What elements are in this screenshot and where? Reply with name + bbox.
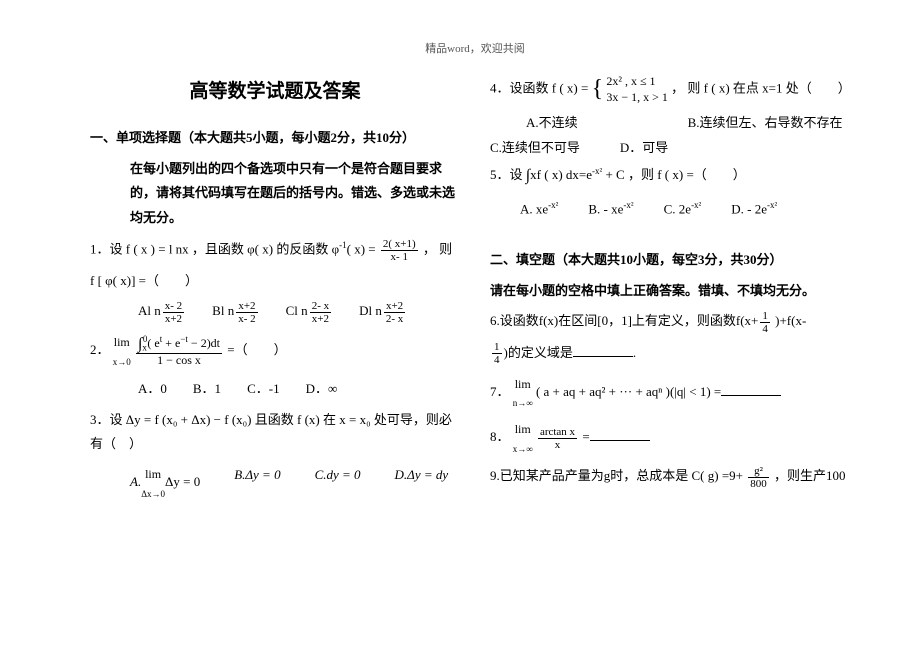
- q4-D: D．可导: [620, 136, 668, 161]
- q4-opts-row1: A.不连续 B.连续但左、右导数不存在: [490, 111, 860, 136]
- q4-C: C.连续但不可导: [490, 136, 580, 161]
- brace-icon: {: [592, 79, 604, 101]
- q4-A: A.不连续: [526, 111, 578, 136]
- q9: 9.已知某产品产量为g时，总成本是 C( g) =9+ g²800 ，则生产10…: [490, 464, 860, 490]
- q2-B: B．1: [193, 377, 221, 402]
- q6: 6.设函数f(x)在区间[0，1]上有定义，则函数f(x+14 )+f(x-: [490, 309, 860, 335]
- section1-instr: 在每小题列出的四个备选项中只有一个是符合题目要求的，请将其代码填写在题后的括号内…: [90, 157, 460, 231]
- q6-line2: 14)的定义域是.: [490, 341, 860, 367]
- q1-stem-a: 1．设 f ( x ) = l nx ，且函数 φ( x) 的反函数 φ: [90, 241, 339, 256]
- page: 精品word，欢迎共阅 高等数学试题及答案 一、单项选择题（本大题共5小题，每小…: [0, 0, 920, 509]
- q1-stem-b: ( x) =: [347, 241, 376, 256]
- q3-opts: A.limΔx→0Δy = 0 B.Δy = 0 C.dy = 0 D.Δy =…: [90, 463, 460, 503]
- q5-A: A. xe-x²: [520, 197, 558, 222]
- q1-stem-c: ， 则: [423, 241, 452, 256]
- columns: 高等数学试题及答案 一、单项选择题（本大题共5小题，每小题2分，共10分） 在每…: [90, 74, 860, 509]
- q1-D: Dl nx+22- x: [359, 299, 407, 325]
- q3-B: B.Δy = 0: [234, 463, 280, 503]
- q5: 5．设 ∫xf ( x) dx=e-x² + C ，则 f ( x) =（ ）: [490, 161, 860, 191]
- section2-head: 二、填空题（本大题共10小题，每空3分，共30分）: [490, 248, 860, 273]
- q1-opts: Al nx- 2x+2 Bl nx+2x- 2 Cl n2- xx+2 Dl n…: [90, 299, 460, 325]
- q3-A: A.limΔx→0Δy = 0: [130, 463, 200, 503]
- q3-stem: 3．设 Δy = f (x₀ + Δx) − f (x₀) 且函数 f (x) …: [90, 408, 460, 457]
- q2-D: D．∞: [306, 377, 338, 402]
- q6-blank: [573, 344, 633, 357]
- q7-blank: [721, 383, 781, 396]
- q3-C: C.dy = 0: [315, 463, 361, 503]
- right-column: 4．设函数 f ( x) = { 2x² , x ≤ 13x − 1, x > …: [490, 74, 860, 509]
- q8: 8． limx→∞ arctan xx =: [490, 418, 860, 458]
- q8-blank: [590, 429, 650, 442]
- q1-A: Al nx- 2x+2: [138, 299, 186, 325]
- q4-opts-row2: C.连续但不可导 D．可导: [490, 136, 860, 161]
- doc-title: 高等数学试题及答案: [90, 74, 460, 110]
- q1-line2: f [ φ( x)] =（ ）: [90, 269, 460, 294]
- q4-piecewise: { 2x² , x ≤ 13x − 1, x > 1: [592, 74, 668, 105]
- q1-frac: 2( x+1)x- 1: [381, 238, 418, 263]
- q1-C: Cl n2- xx+2: [286, 299, 333, 325]
- q5-D: D. - 2e-x²: [731, 197, 777, 222]
- header-note: 精品word，欢迎共阅: [90, 40, 860, 56]
- section2-instr: 请在每小题的空格中填上正确答案。错填、不填均无分。: [490, 279, 860, 304]
- section1-head: 一、单项选择题（本大题共5小题，每小题2分，共10分）: [90, 126, 460, 151]
- q7: 7． limn→∞ ( a + aq + aq² + ··· + aqⁿ )(|…: [490, 373, 860, 413]
- q5-C: C. 2e-x²: [664, 197, 702, 222]
- q3-D: D.Δy = dy: [395, 463, 449, 503]
- left-column: 高等数学试题及答案 一、单项选择题（本大题共5小题，每小题2分，共10分） 在每…: [90, 74, 460, 509]
- q1-line1: 1．设 f ( x ) = l nx ，且函数 φ( x) 的反函数 φ-1( …: [90, 237, 460, 263]
- q5-B: B. - xe-x²: [588, 197, 633, 222]
- q2-opts: A．0 B．1 C．-1 D．∞: [90, 377, 460, 402]
- q4: 4．设函数 f ( x) = { 2x² , x ≤ 13x − 1, x > …: [490, 74, 860, 105]
- q1-exp: -1: [339, 240, 347, 250]
- q2-frac: ∫x0( et + e−t − 2)dt 1 − cos x: [136, 335, 222, 367]
- q4-B: B.连续但左、右导数不存在: [688, 111, 843, 136]
- q2-A: A．0: [138, 377, 167, 402]
- q2: 2． limx→0 ∫x0( et + e−t − 2)dt 1 − cos x…: [90, 331, 460, 371]
- q1-B: Bl nx+2x- 2: [212, 299, 259, 325]
- q5-opts: A. xe-x² B. - xe-x² C. 2e-x² D. - 2e-x²: [490, 197, 860, 222]
- q2-lim: limx→0: [113, 331, 131, 371]
- q2-C: C．-1: [247, 377, 280, 402]
